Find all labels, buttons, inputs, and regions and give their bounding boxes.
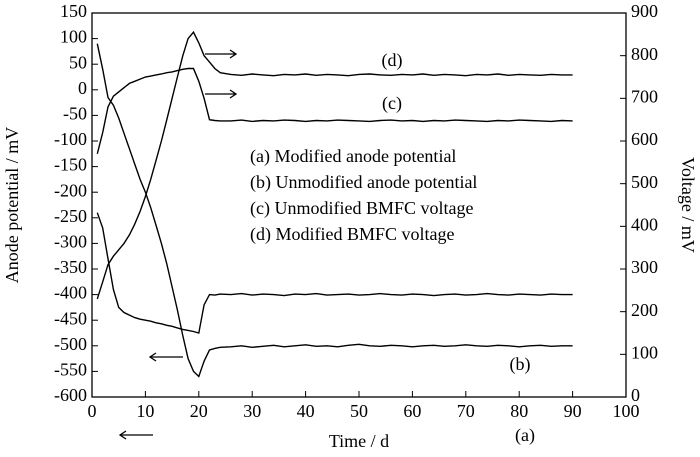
x-tick-label: 40 (297, 401, 315, 421)
x-tick-label: 20 (190, 401, 208, 421)
x-tick-label: 90 (564, 401, 582, 421)
annotation: (a) (515, 425, 535, 446)
legend-entry: (d) Modified BMFC voltage (250, 224, 455, 245)
y-tick-label: -300 (54, 232, 87, 252)
series-line (96, 67, 573, 154)
y-tick-label: -250 (54, 206, 87, 226)
x-tick-label: 50 (350, 401, 368, 421)
y2-tick-label: 400 (631, 214, 658, 234)
annotation: (b) (510, 354, 531, 375)
x-tick-label: 60 (403, 401, 421, 421)
y-tick-label: -600 (54, 385, 87, 405)
series-line (96, 43, 573, 378)
y2-tick-label: 500 (631, 172, 658, 192)
y-tick-label: 0 (78, 78, 87, 98)
x-axis-label: Time / d (329, 431, 389, 451)
y-tick-label: 100 (60, 27, 87, 47)
annotation: (c) (382, 93, 402, 114)
legend-entry: (b) Unmodified anode potential (250, 172, 477, 193)
series-line (96, 30, 573, 300)
x-tick-label: 100 (613, 401, 640, 421)
y2-tick-label: 600 (631, 129, 658, 149)
y2-tick-label: 100 (631, 342, 658, 362)
y-tick-label: -100 (54, 129, 87, 149)
y-tick-label: -400 (54, 283, 87, 303)
y2-axis-label: Voltage / mV (678, 157, 698, 253)
legend-entry: (c) Unmodified BMFC voltage (250, 198, 473, 219)
y-tick-label: -200 (54, 180, 87, 200)
y2-tick-label: 800 (631, 44, 658, 64)
y2-tick-label: 700 (631, 86, 658, 106)
y-tick-label: -150 (54, 155, 87, 175)
y-tick-label: -450 (54, 308, 87, 328)
y-tick-label: -50 (63, 104, 87, 124)
x-tick-label: 0 (88, 401, 97, 421)
arrows (118, 49, 238, 440)
x-tick-label: 30 (243, 401, 261, 421)
series-line (96, 212, 573, 334)
y2-tick-label: 200 (631, 300, 658, 320)
y-tick-label: -550 (54, 360, 87, 380)
x-tick-label: 80 (510, 401, 528, 421)
y-tick-label: -500 (54, 334, 87, 354)
x-tick-label: 70 (457, 401, 475, 421)
y-tick-label: -350 (54, 257, 87, 277)
y2-tick-label: 900 (631, 1, 658, 21)
x-tick-label: 10 (136, 401, 154, 421)
y-tick-label: 150 (60, 1, 87, 21)
annotation: (d) (382, 50, 403, 71)
y2-tick-label: 0 (631, 385, 640, 405)
y-axis-label: Anode potential / mV (2, 127, 22, 283)
y-tick-label: 50 (69, 52, 87, 72)
y2-tick-label: 300 (631, 257, 658, 277)
legend-entry: (a) Modified anode potential (250, 146, 456, 167)
